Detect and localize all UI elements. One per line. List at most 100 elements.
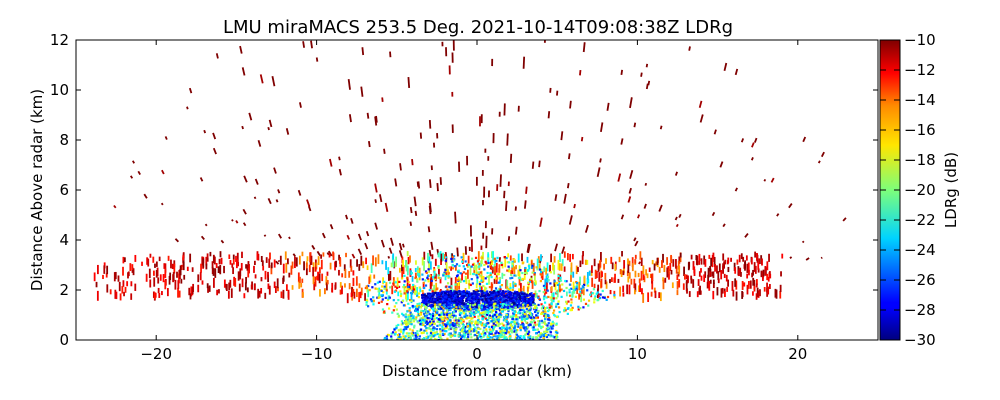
rain-mark-4150 [536, 328, 539, 331]
rain-mark-3781 [458, 324, 461, 327]
mixed-mark-1470 [427, 268, 430, 271]
rain-mark-4217 [535, 336, 538, 339]
core-mark-2923 [502, 290, 505, 293]
rain-mark-3335 [511, 316, 514, 319]
mixed-mark-1670 [407, 302, 410, 305]
rain-mark-3616 [535, 314, 538, 317]
noise-mark-216 [302, 41, 306, 48]
band-mark-663 [678, 265, 681, 275]
rain-mark-3606 [526, 310, 529, 313]
band-mark-590 [109, 289, 112, 295]
mixed-mark-1363 [411, 283, 415, 287]
noise-mark-81 [329, 158, 333, 167]
mixed-mark-1263 [443, 271, 446, 274]
rain-mark-3536 [437, 307, 440, 311]
rain-mark-4166 [409, 337, 412, 340]
noise-mark-132 [329, 224, 334, 230]
core-mark-3005 [481, 299, 484, 302]
core-mark-3154 [483, 302, 486, 305]
mixed-mark-1725 [575, 285, 578, 288]
mixed-mark-1781 [554, 315, 557, 318]
band-mark-535 [454, 265, 457, 271]
rain-mark-4044 [410, 319, 413, 322]
rain-mark-3615 [471, 320, 474, 323]
noise-mark-119 [161, 169, 165, 175]
rain-mark-4115 [412, 316, 415, 320]
core-mark-2373 [474, 295, 477, 298]
band-mark-734 [433, 284, 435, 294]
rain-mark-4074 [412, 315, 415, 318]
mixed-mark-1364 [488, 264, 492, 267]
rain-mark-3963 [452, 302, 455, 305]
mixed-mark-1814 [437, 274, 440, 277]
band-mark-543 [653, 263, 656, 271]
rain-mark-4021 [454, 334, 457, 338]
mixed-mark-1372 [437, 264, 440, 268]
noise-mark-9 [722, 223, 726, 228]
band-mark-1113 [498, 264, 501, 273]
band-mark-757 [284, 251, 287, 260]
band-mark-422 [96, 290, 99, 301]
mixed-mark-1951 [567, 300, 570, 303]
rain-mark-3235 [501, 338, 504, 340]
cb-tick-label-9: −28 [904, 301, 936, 319]
band-mark-437 [753, 279, 756, 290]
band-mark-648 [260, 255, 263, 262]
rain-mark-4005 [466, 329, 469, 333]
noise-mark-220 [357, 233, 362, 241]
band-mark-932 [711, 258, 714, 268]
rain-mark-4277 [464, 310, 467, 313]
band-mark-629 [668, 271, 670, 280]
mixed-mark-1788 [378, 280, 381, 283]
band-mark-599 [182, 261, 185, 271]
rain-mark-4298 [474, 310, 478, 314]
band-mark-620 [260, 287, 263, 294]
band-mark-774 [406, 284, 409, 294]
band-mark-916 [291, 285, 294, 290]
mixed-mark-1978 [418, 286, 421, 289]
band-mark-458 [714, 264, 716, 272]
noise-mark-161 [744, 233, 749, 238]
band-mark-853 [346, 293, 349, 304]
rain-mark-3985 [472, 324, 475, 327]
rain-mark-4077 [410, 314, 413, 317]
rain-mark-3284 [528, 337, 532, 340]
rain-mark-3322 [538, 322, 541, 325]
rain-mark-3341 [443, 305, 447, 309]
mixed-mark-1240 [408, 307, 411, 310]
rain-mark-4315 [476, 337, 480, 340]
band-mark-773 [202, 258, 205, 268]
cb-tick-label-10: −30 [904, 331, 936, 349]
band-mark-1120 [393, 279, 396, 285]
mixed-mark-1994 [478, 265, 481, 268]
mixed-mark-1359 [481, 315, 484, 318]
core-mark-2851 [525, 295, 528, 298]
rain-mark-3407 [440, 337, 443, 340]
mixed-mark-1700 [496, 273, 499, 276]
band-mark-481 [213, 277, 215, 288]
rain-mark-3754 [402, 338, 406, 340]
mixed-mark-1422 [598, 293, 601, 296]
rain-mark-4003 [482, 308, 485, 311]
rain-mark-4128 [423, 312, 426, 315]
band-mark-688 [395, 256, 397, 266]
mixed-mark-1246 [521, 321, 524, 324]
mixed-mark-1779 [403, 274, 406, 277]
rain-mark-3738 [438, 333, 442, 336]
band-mark-646 [499, 276, 501, 284]
core-mark-2548 [458, 307, 461, 310]
rain-mark-4000 [515, 333, 519, 336]
core-mark-3025 [493, 293, 496, 296]
rain-mark-3698 [521, 324, 524, 328]
band-mark-337 [517, 253, 520, 263]
band-mark-880 [642, 265, 645, 275]
core-mark-3163 [465, 290, 469, 293]
band-mark-595 [435, 282, 438, 291]
rain-mark-3696 [528, 335, 531, 338]
band-mark-622 [341, 285, 343, 295]
rain-mark-3495 [504, 327, 507, 330]
band-mark-1060 [147, 258, 150, 267]
noise-mark-166 [522, 56, 526, 69]
band-mark-339 [321, 273, 324, 282]
core-mark-3040 [484, 291, 487, 294]
